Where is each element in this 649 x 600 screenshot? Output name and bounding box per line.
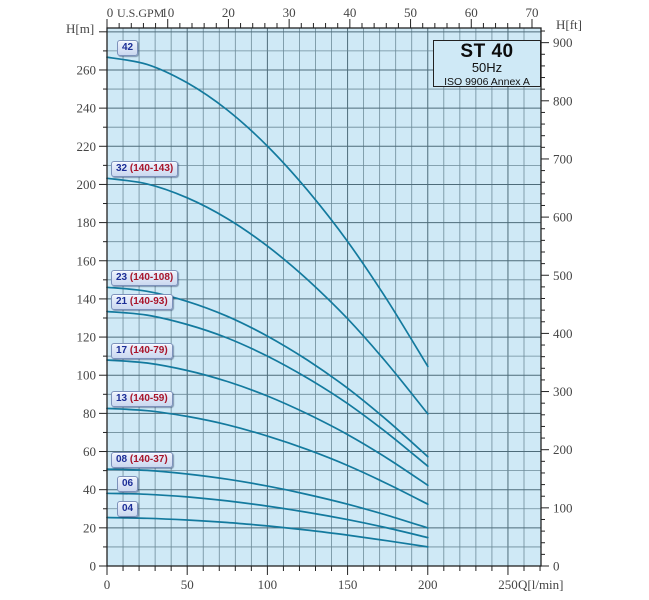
stage-count-text: 21 (116, 296, 128, 307)
plot-background (107, 28, 541, 566)
axis-tick-label: 0 (104, 577, 111, 592)
axis-tick-label: 220 (77, 139, 97, 154)
axis-tick-label: 700 (553, 151, 573, 166)
pump-curve-13 (106, 407, 429, 506)
model-range-text: (140-59) (127, 393, 168, 404)
pump-curve-32 (106, 177, 429, 415)
axis-tick-label: 400 (553, 326, 573, 341)
top-axis-unit-label: U.S.GPM (117, 6, 165, 20)
stage-count-text: 04 (122, 503, 134, 514)
axis-tick-label: 100 (553, 500, 573, 515)
axis-tick-label: 0 (107, 5, 114, 20)
axis-tick-label: 900 (553, 35, 573, 50)
plot-background-layer (107, 28, 541, 566)
axis-tick-label: 160 (77, 253, 97, 268)
curve-label-04: 04 (117, 501, 139, 517)
axis-tick-label: 50 (404, 5, 417, 20)
curve-label-42: 42 (117, 40, 139, 56)
axis-tick-labels-layer: 0204060801001201401601802002202402600100… (77, 5, 573, 592)
axis-tick-label: 20 (83, 520, 96, 535)
pump-curve-17 (106, 359, 429, 487)
curve-label-21: 21 (140-93) (111, 294, 173, 310)
axis-tick-label: 50 (181, 577, 194, 592)
right-axis-unit-label: H[ft] (556, 17, 582, 32)
pump-curve-23 (106, 286, 429, 458)
curve-label-17: 17 (140-79) (111, 343, 173, 359)
title-box: ST 40 50Hz ISO 9906 Annex A (433, 40, 541, 89)
curve-label-08: 08 (140-37) (111, 452, 173, 468)
stage-count-text: 06 (122, 478, 134, 489)
gridlines-layer (107, 28, 541, 566)
model-range-text: (140-143) (127, 163, 174, 174)
model-range-text: (140-93) (127, 296, 168, 307)
axis-ticks-layer (99, 19, 549, 575)
axis-tick-label: 260 (77, 62, 97, 77)
axis-tick-label: 60 (465, 5, 478, 20)
axis-tick-label: 200 (418, 577, 438, 592)
pump-curve-08 (106, 468, 429, 529)
axis-tick-label: 150 (338, 577, 358, 592)
axis-tick-label: 200 (553, 442, 573, 457)
axis-tick-label: 20 (222, 5, 235, 20)
curve-label-32: 32 (140-143) (111, 161, 179, 177)
axis-tick-label: 600 (553, 210, 573, 225)
axis-tick-label: 0 (90, 559, 97, 574)
axis-tick-label: 800 (553, 93, 573, 108)
frequency-label: 50Hz (471, 60, 503, 76)
axis-tick-label: 30 (283, 5, 296, 20)
stage-count-text: 17 (116, 345, 128, 356)
axis-tick-label: 80 (83, 406, 96, 421)
stage-count-text: 13 (116, 393, 128, 404)
axis-tick-label: 180 (77, 215, 97, 230)
axis-tick-label: 500 (553, 268, 573, 283)
model-range-text: (140-79) (127, 345, 168, 356)
stage-count-text: 23 (116, 272, 128, 283)
model-range-text: (140-108) (127, 272, 174, 283)
stage-count-text: 08 (116, 454, 128, 465)
axis-tick-label: 40 (83, 482, 96, 497)
axis-tick-label: 100 (258, 577, 278, 592)
standard-label: ISO 9906 Annex A (444, 76, 530, 89)
plot-frame-layer (106, 27, 542, 567)
axis-tick-label: 70 (525, 5, 538, 20)
curve-label-13: 13 (140-59) (111, 391, 173, 407)
pump-curve-21 (106, 310, 429, 468)
curve-label-06: 06 (117, 476, 139, 492)
axis-tick-label: 10 (161, 5, 174, 20)
pump-curves-layer (106, 56, 429, 548)
axis-tick-label: 140 (77, 291, 97, 306)
bottom-axis-unit-label: Q[l/min] (518, 577, 564, 592)
pump-model-title: ST 40 (460, 41, 514, 62)
axis-tick-label: 60 (83, 444, 96, 459)
pump-curve-04 (106, 516, 429, 548)
pump-curve-06 (106, 492, 429, 539)
left-axis-unit-label: H[m] (66, 21, 95, 36)
model-range-text: (140-37) (127, 454, 168, 465)
curve-label-23: 23 (140-108) (111, 270, 179, 286)
axis-tick-label: 40 (343, 5, 356, 20)
axis-tick-label: 300 (553, 384, 573, 399)
stage-count-text: 42 (122, 42, 134, 53)
axis-tick-label: 120 (77, 330, 97, 345)
axis-tick-label: 200 (77, 177, 97, 192)
axis-tick-label: 250 (498, 577, 518, 592)
axis-tick-label: 240 (77, 101, 97, 116)
plot-frame (106, 27, 542, 567)
axis-tick-label: 0 (553, 559, 560, 574)
axis-tick-label: 100 (77, 368, 97, 383)
pump-curve-42 (106, 56, 429, 368)
stage-count-text: 32 (116, 163, 128, 174)
